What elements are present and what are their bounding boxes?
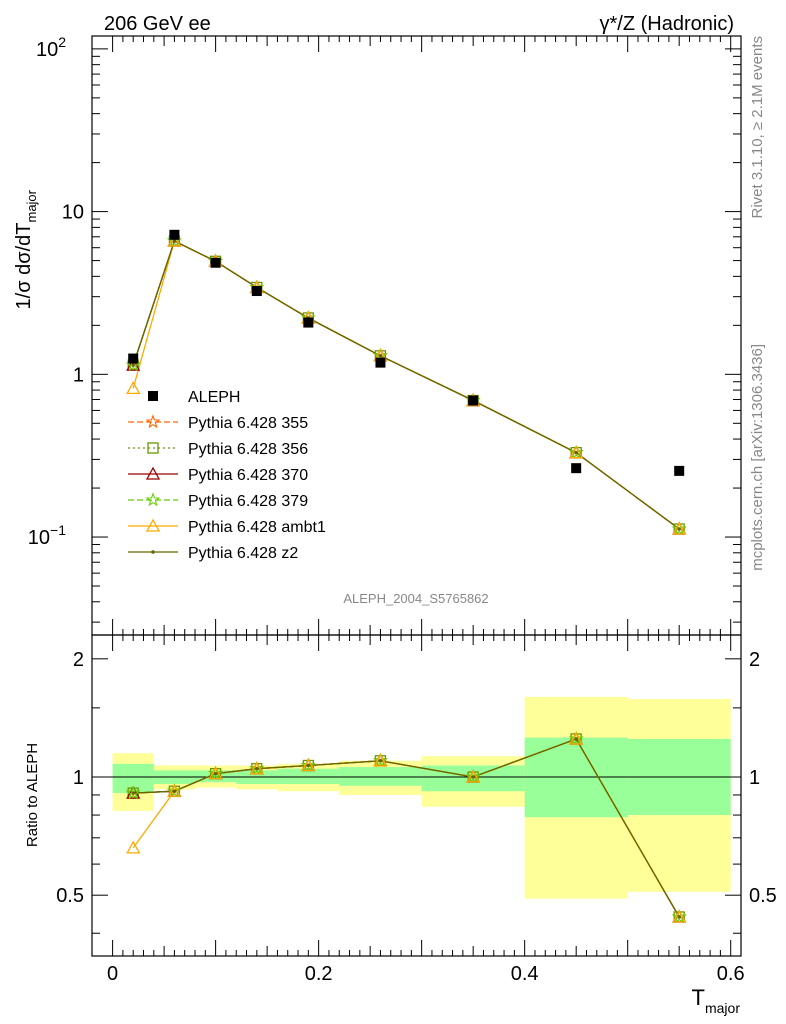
main-series-point [677,527,681,531]
main-series-line [132,240,680,530]
x-tick-label: 0.4 [511,963,539,985]
legend-marker [145,466,161,480]
ratio-series-point [208,765,223,780]
rivet-label: Rivet 3.1.10, ≥ 2.1M events [749,36,766,219]
aleph-data-point [468,395,479,406]
ratio-series-point [466,769,481,783]
main-series-point [172,239,177,243]
main-y-axis-label: 1/σ dσ/dTmajor [13,189,39,309]
main-series-point [671,521,687,536]
main-series-point [126,380,141,394]
ratio-series-point [569,731,584,745]
main-series-line [132,240,680,530]
ratio-series-point [568,731,584,746]
x-tick-label: 0 [107,963,118,985]
main-series-line [132,240,680,530]
ratio-series-point [373,753,388,767]
aleph-data-point [674,465,685,476]
ratio-series-point [574,737,578,741]
aleph-data-point [169,229,180,240]
legend-marker-aleph [148,391,158,401]
ratio-y-tick-label-right: 1 [749,767,760,789]
ratio-series-point [125,785,141,800]
legend-label: Pythia 6.428 356 [188,441,308,458]
legend-label: Pythia 6.428 z2 [188,545,298,562]
ratio-series-point [172,789,177,794]
left-title: 206 GeV ee [104,13,211,35]
ratio-series-point [672,909,687,923]
ratio-band-inner [277,768,340,784]
ratio-y-tick-label-left: 0.5 [56,885,84,907]
main-series-point [126,357,141,371]
legend-marker [147,442,159,454]
x-axis-label: Tmajor [692,985,741,1016]
main-series-point [131,363,136,367]
ratio-series-point [300,757,316,772]
ratio-series-point [213,771,218,776]
x-tick-label: 0.2 [305,963,333,985]
legend-marker [151,550,155,554]
main-y-tick-label: 1 [73,364,84,386]
ratio-series-point [677,915,681,919]
main-y-tick-label: 10−1 [28,522,66,549]
main-panel: 10−1 1 10 102 ALEPH_2004_S5765862 1/σ dσ/dT… [13,34,742,636]
ratio-y-axis-label: Ratio to ALEPH [24,743,41,847]
main-series-line [132,240,680,530]
main-series-point [167,233,182,247]
legend-label: Pythia 6.428 370 [188,467,308,484]
aleph-data-point [210,257,221,268]
legend-label: Pythia 6.428 ambt1 [188,519,326,536]
main-series-point [672,521,687,535]
ratio-series-point [372,753,388,768]
main-series-point [569,445,584,459]
x-tick-label: 0.6 [717,963,745,985]
ratio-y-tick-label-right: 0.5 [749,885,777,907]
ratio-series-point [465,769,481,784]
legend-label: Pythia 6.428 379 [188,493,308,510]
ratio-series-point [249,760,265,775]
ratio-series-point [126,785,141,799]
ratio-series-point [167,783,182,798]
main-series-point [378,353,383,358]
source-label: mcplots.cern.ch [arXiv:1306.3436] [749,344,766,571]
ratio-series-point [126,840,141,854]
ratio-series-point [167,783,182,797]
aleph-data-point [303,317,314,328]
right-title: γ*/Z (Hadronic) [600,13,734,35]
ratio-series-point [301,758,316,772]
aleph-data-point [251,286,262,297]
main-series-point [568,444,584,459]
legend-marker [145,492,161,507]
legend-label: Pythia 6.428 355 [188,415,308,432]
ratio-frame [91,634,742,957]
ratio-series-point [255,766,259,771]
ratio-band-inner [339,767,422,786]
ratio-series-point [471,775,475,779]
ratio-series-point [208,766,223,780]
ratio-panel: 0.5 0.5 1 1 2 2 0 0.2 0.4 0.6 Ratio to ALEPH [24,634,777,985]
ratio-series-point [249,761,264,775]
legend-marker [145,518,161,532]
main-y-tick-label: 102 [36,34,66,61]
main-series-point [574,450,578,455]
main-series-line [132,240,680,530]
ratio-y-tick-label-left: 1 [73,767,84,789]
ratio-series-point [671,909,687,924]
aleph-data-point [375,357,386,368]
legend-label-aleph: ALEPH [188,389,240,406]
aleph-data-point [128,353,139,364]
ratio-series-point [306,763,311,768]
analysis-label: ALEPH_2004_S5765862 [343,591,488,606]
aleph-data-point [571,463,582,474]
legend-marker [145,414,161,429]
ratio-series-point [378,758,383,763]
main-series-line [132,240,680,530]
ratio-series-point [131,791,136,795]
ratio-y-tick-label-right: 2 [749,649,760,671]
main-y-tick-label: 10 [62,202,84,224]
ratio-y-tick-label-left: 2 [73,649,84,671]
